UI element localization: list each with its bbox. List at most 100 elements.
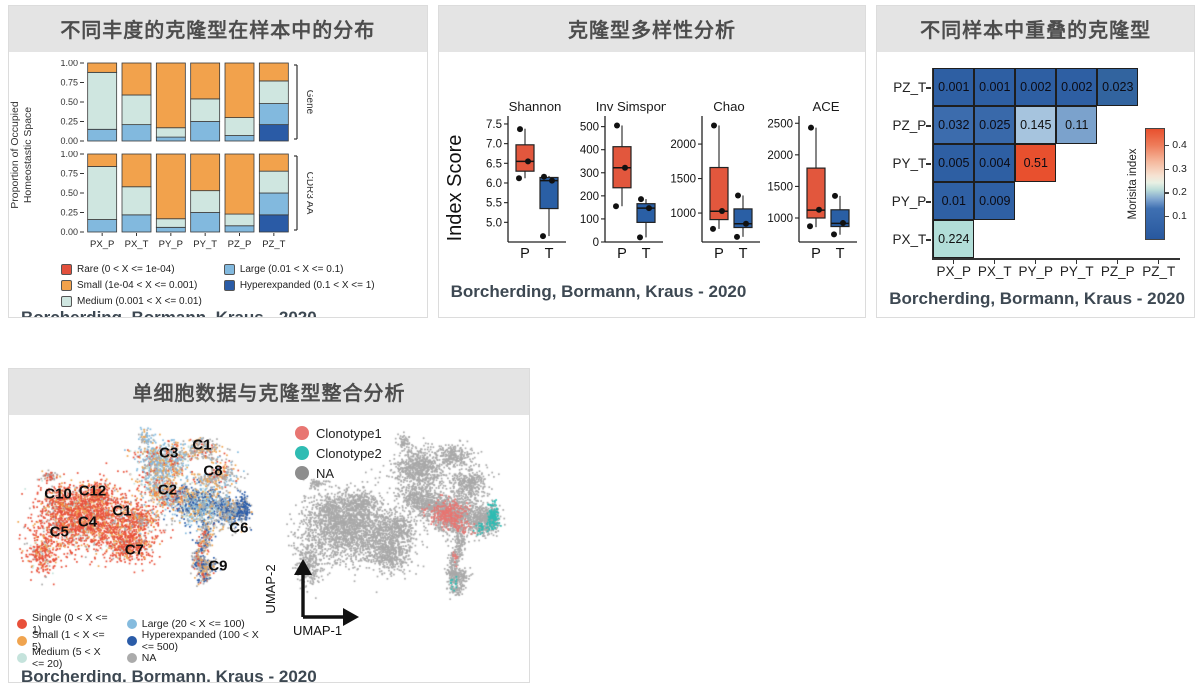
legend-item: Rare (0 < X <= 1e-04) bbox=[61, 262, 202, 276]
legend-item: Hyperexpanded (0.1 < X <= 1) bbox=[223, 278, 375, 292]
colorbar-tick-label: 0.4 bbox=[1172, 138, 1187, 151]
heatmap-cell: 0.002 bbox=[1056, 68, 1098, 106]
chart-text: 1.00 bbox=[60, 151, 78, 159]
legend-item: Small (1e-04 < X <= 0.001) bbox=[61, 278, 202, 292]
bar-segment-Large bbox=[258, 103, 289, 126]
boxplot-Shannon: Shannon 5.0 5.5 6.0 6.5 7.0 7.5 P T bbox=[486, 99, 566, 262]
chart-text: 1500 bbox=[670, 174, 696, 186]
bar-segment-Small bbox=[121, 153, 152, 188]
bar-segment-Small bbox=[87, 62, 118, 73]
umap-clonal-expansion-canvas bbox=[15, 423, 261, 613]
umap-axes-arrows bbox=[294, 559, 359, 626]
boxplot-ACE: ACE 1000 1500 2000 2500 P T bbox=[767, 99, 857, 262]
bar-segment-Medium bbox=[87, 166, 118, 220]
legend-item: NA bbox=[126, 651, 267, 665]
legend-swatch bbox=[295, 466, 309, 480]
chart-text: Chao bbox=[713, 99, 745, 114]
heatmap-row: PX_T 0.224 bbox=[883, 220, 1183, 258]
boxplot-Inv Simspon: Inv Simspon 0 100 200 300 400 500 P T bbox=[580, 99, 666, 262]
umap-clonal-expansion: Single (0 < X <= 1) Small (1 < X <= 5) Med… bbox=[15, 423, 267, 670]
top-row: 不同丰度的克隆型在样本中的分布 Proportion of Occupied H… bbox=[8, 5, 1195, 318]
chart-text: 0 bbox=[593, 237, 599, 249]
colorbar-tick bbox=[1165, 216, 1170, 218]
cluster-label-C7: C7 bbox=[124, 541, 144, 559]
chart-text: 2000 bbox=[670, 139, 696, 151]
chart-text: 300 bbox=[580, 168, 599, 180]
heatmap-cell: 0.01 bbox=[933, 182, 975, 220]
chart-text: T bbox=[545, 246, 554, 262]
chart-text: 7.0 bbox=[486, 139, 502, 151]
chart-text: T bbox=[739, 246, 748, 262]
attribution-text: Borcherding, Bormann, Kraus - 2020 bbox=[21, 667, 317, 683]
homeostasis-chart: Proportion of Occupied Homeostastic Spac… bbox=[9, 58, 427, 308]
bar-segment-Medium bbox=[155, 218, 186, 228]
bar-segment-Small bbox=[224, 153, 255, 215]
legend-label: Hyperexpanded (100 < X <= 500) bbox=[141, 629, 259, 653]
legend-swatch bbox=[17, 636, 27, 646]
heatmap-row: PZ_P 0.032 0.025 0.145 0.11 bbox=[883, 106, 1183, 144]
cluster-label-C8: C8 bbox=[203, 462, 223, 479]
panel-clonal-diversity-title: 克隆型多样性分析 bbox=[438, 6, 866, 52]
bar-segment-Small bbox=[155, 153, 186, 220]
heatmap-cell: 0.005 bbox=[933, 144, 975, 182]
legend-item: NA bbox=[295, 465, 382, 481]
overlap-heatmap: PZ_T 0.001 0.001 0.002 0.002 0.023 PZ_P 0.032 0.… bbox=[883, 68, 1187, 279]
cluster-label-C2: C2 bbox=[157, 481, 178, 498]
legend-swatch bbox=[61, 279, 73, 291]
bar-segment-Medium bbox=[224, 117, 255, 136]
heatmap-row-label: PY_P bbox=[891, 193, 927, 209]
umap-charts: Single (0 < X <= 1) Small (1 < X <= 5) Med… bbox=[9, 415, 529, 670]
chart-text: CDR3 AA bbox=[304, 172, 313, 215]
panel-clonal-homeostasis: 不同丰度的克隆型在样本中的分布 Proportion of Occupied H… bbox=[8, 5, 428, 318]
attribution-text: Borcherding, Bormann, Kraus - 2020 bbox=[889, 289, 1185, 308]
heatmap-x-axis-line bbox=[931, 258, 1180, 260]
attribution-text: Borcherding, Bormann, Kraus - 2020 bbox=[450, 282, 747, 301]
chart-text: 0.75 bbox=[60, 78, 78, 88]
diversity-y-axis-label-wrap: Index Score bbox=[444, 108, 472, 268]
chart-text: 0.50 bbox=[60, 97, 78, 107]
heatmap-row-label: PY_T bbox=[892, 155, 927, 171]
homeostasis-chart-inner: Proportion of Occupied Homeostastic Spac… bbox=[9, 58, 427, 258]
colorbar-tick bbox=[1165, 192, 1170, 194]
chart-text: 2500 bbox=[767, 118, 793, 130]
legend-item: Medium (5 < X <= 20) bbox=[17, 646, 113, 670]
chart-text: PY_T bbox=[193, 239, 217, 250]
umap-clonotype-legend: Clonotype1 Clonotype2 NA bbox=[295, 425, 382, 481]
chart-text: Inv Simspon bbox=[596, 99, 666, 114]
legend-swatch bbox=[223, 263, 235, 275]
chart-text: 100 bbox=[580, 214, 599, 226]
heatmap-cell: 0.224 bbox=[933, 220, 975, 258]
bar-segment-Medium bbox=[258, 170, 289, 194]
box-Chao-T bbox=[733, 208, 753, 229]
chart-text: 6.0 bbox=[486, 178, 502, 190]
colorbar-tick bbox=[1165, 144, 1170, 146]
legend-item: Single (0 < X <= 1) bbox=[17, 612, 113, 636]
box-Shannon-P bbox=[515, 144, 535, 172]
legend-swatch bbox=[126, 619, 137, 629]
legend-label: Small (1e-04 < X <= 0.001) bbox=[77, 279, 198, 291]
colorbar-tick-label: 0.2 bbox=[1172, 186, 1187, 199]
legend-swatch bbox=[295, 446, 309, 460]
chart-text: PX_T bbox=[125, 239, 149, 250]
bar-segment-Large bbox=[190, 121, 221, 142]
umap-axes: UMAP-1 UMAP-2 bbox=[263, 555, 381, 639]
legend-item: Large (20 < X <= 100) bbox=[126, 617, 267, 631]
bottom-row: 单细胞数据与克隆型整合分析 Single (0 < X <= 1) Small (… bbox=[8, 368, 1195, 683]
chart-text: PZ_P bbox=[228, 239, 252, 250]
bar-segment-Hyperexpanded bbox=[258, 214, 289, 233]
chart-text: T bbox=[836, 246, 845, 262]
panel-singlecell-umap: 单细胞数据与克隆型整合分析 Single (0 < X <= 1) Small (… bbox=[8, 368, 530, 683]
box-ACE-P bbox=[806, 167, 826, 219]
heatmap-cell: 0.145 bbox=[1015, 106, 1057, 144]
bar-segment-Medium bbox=[121, 94, 152, 126]
heatmap-x-labels: PX_P PX_T PY_P PY_T PZ_P PZ_T bbox=[883, 264, 1183, 279]
bar-segment-Medium bbox=[258, 80, 289, 104]
chart-text: 7.5 bbox=[486, 119, 502, 131]
heatmap-row: PY_P 0.01 0.009 bbox=[883, 182, 1183, 220]
boxplot-Chao: Chao 1000 1500 2000 P T bbox=[670, 99, 760, 262]
chart-text: ACE bbox=[812, 99, 839, 114]
chart-text: 5.5 bbox=[486, 198, 502, 210]
chart-text: 400 bbox=[580, 145, 599, 157]
bar-segment-Large bbox=[121, 214, 152, 233]
bar-segment-Large bbox=[155, 136, 186, 142]
